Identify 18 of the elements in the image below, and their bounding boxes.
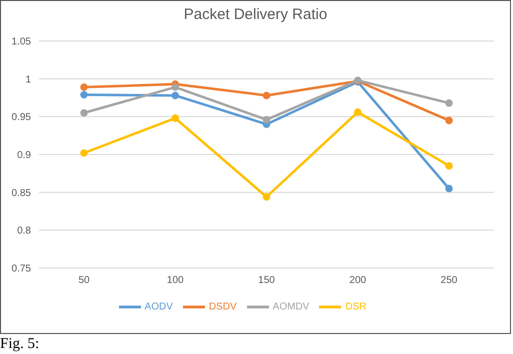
y-tick-label: 0.75: [12, 264, 32, 275]
y-tick-label: 0.8: [17, 226, 32, 237]
y-tick-label: 0.9: [17, 150, 32, 162]
caption: Fig. 5:: [0, 336, 40, 353]
legend-label: DSDV: [208, 302, 237, 313]
x-tick-label: 250: [440, 275, 458, 286]
y-tick-label: 0.95: [12, 112, 32, 124]
x-tick-label: 50: [78, 275, 90, 286]
chart-title: Packet Delivery Ratio: [182, 6, 328, 23]
legend-label: AODV: [144, 302, 173, 313]
x-tick-label: 200: [349, 275, 367, 286]
x-tick-label: 100: [166, 275, 184, 286]
x-tick-label: 150: [258, 275, 276, 286]
y-tick-label: 0.85: [12, 188, 32, 199]
legend-label: DSR: [345, 302, 366, 313]
legend-label: AOMDV: [272, 302, 310, 313]
y-tick-label: 1.05: [12, 36, 32, 48]
y-tick-label: 1: [25, 74, 32, 86]
